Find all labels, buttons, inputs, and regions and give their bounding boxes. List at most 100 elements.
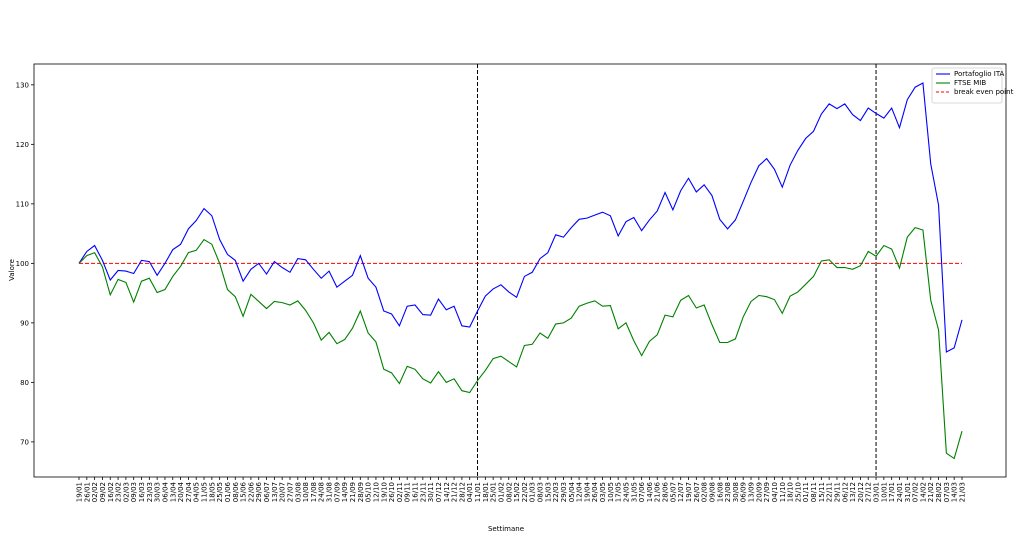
x-tick-label: 07/02	[912, 482, 920, 502]
x-tick-label: 03/08	[294, 482, 302, 502]
x-tick-label: 09/11	[404, 482, 412, 502]
x-tick-label: 23/11	[419, 482, 427, 502]
x-tick-label: 21/02	[927, 482, 935, 502]
x-tick-label: 16/11	[412, 482, 420, 502]
x-tick-label: 01/02	[497, 482, 505, 502]
x-tick-label: 14/02	[919, 482, 927, 502]
x-tick-label: 05/10	[365, 482, 373, 502]
x-tick-label: 24/05	[622, 482, 630, 502]
x-tick-label: 25/05	[216, 482, 224, 502]
x-tick-label: 06/09	[740, 482, 748, 502]
x-tick-label: 08/02	[505, 482, 513, 502]
x-tick-label: 09/02	[99, 482, 107, 502]
x-tick-label: 15/03	[544, 482, 552, 502]
x-tick-label: 14/03	[951, 482, 959, 502]
x-tick-label: 17/08	[310, 482, 318, 502]
y-tick-label: 80	[20, 379, 29, 387]
x-tick-label: 17/05	[615, 482, 623, 502]
x-tick-label: 06/12	[841, 482, 849, 502]
x-axis-label: Settimane	[488, 525, 524, 533]
x-tick-label: 19/10	[380, 482, 388, 502]
x-tick-label: 02/03	[122, 482, 130, 502]
x-tick-label: 07/12	[435, 482, 443, 502]
x-tick-label: 22/03	[552, 482, 560, 502]
x-tick-label: 27/07	[286, 482, 294, 502]
y-axis-label: Valore	[8, 259, 16, 281]
y-tick-label: 110	[16, 200, 29, 208]
x-tick-label: 20/07	[279, 482, 287, 502]
x-tick-label: 03/05	[599, 482, 607, 502]
x-tick-label: 14/09	[341, 482, 349, 502]
x-tick-label: 30/08	[732, 482, 740, 502]
x-tick-label: 01/06	[224, 481, 232, 502]
x-tick-label: 18/01	[482, 482, 490, 502]
x-tick-label: 30/03	[154, 482, 162, 502]
x-tick-label: 13/07	[271, 482, 279, 502]
x-tick-label: 19/01	[76, 482, 84, 502]
x-tick-label: 21/09	[349, 482, 357, 502]
x-tick-label: 02/08	[701, 482, 709, 502]
x-tick-label: 31/01	[904, 482, 912, 502]
x-tick-label: 03/01	[873, 482, 881, 502]
x-tick-label: 12/10	[372, 482, 380, 502]
x-tick-label: 02/11	[396, 482, 404, 502]
x-tick-label: 04/01	[466, 482, 474, 502]
x-tick-label: 28/12	[458, 482, 466, 502]
x-tick-label: 31/08	[326, 482, 334, 502]
x-tick-label: 04/10	[771, 482, 779, 502]
x-tick-label: 11/10	[779, 482, 787, 502]
y-tick-label: 90	[20, 319, 29, 327]
x-tick-label: 16/03	[138, 482, 146, 502]
x-tick-label: 15/11	[818, 482, 826, 502]
y-tick-label: 70	[20, 438, 29, 446]
series-line	[78, 82, 963, 353]
x-tick-label: 10/08	[302, 482, 310, 502]
x-tick-label: 28/06	[662, 481, 670, 502]
y-tick-label: 130	[16, 81, 29, 89]
x-tick-label: 24/01	[896, 482, 904, 502]
x-tick-label: 20/12	[857, 482, 865, 502]
x-tick-label: 13/04	[169, 481, 177, 502]
x-tick-label: 19/04	[583, 481, 591, 502]
x-tick-label: 06/04	[161, 481, 169, 502]
x-tick-label: 31/05	[630, 482, 638, 502]
x-tick-label: 25/01	[490, 482, 498, 502]
x-tick-label: 09/03	[130, 482, 138, 502]
x-tick-label: 05/04	[568, 481, 576, 502]
x-tick-label: 24/08	[318, 482, 326, 502]
x-tick-label: 29/11	[833, 482, 841, 502]
x-tick-label: 17/01	[888, 482, 896, 502]
x-tick-label: 07/09	[333, 482, 341, 502]
x-tick-label: 21/03	[959, 482, 967, 502]
x-tick-label: 12/04	[576, 481, 584, 502]
x-tick-label: 14/06	[646, 481, 654, 502]
x-tick-label: 22/02	[521, 482, 529, 502]
x-tick-label: 15/02	[513, 482, 521, 502]
x-tick-label: 26/01	[83, 482, 91, 502]
x-tick-label: 27/12	[865, 482, 873, 502]
x-tick-label: 09/08	[708, 482, 716, 502]
series-line	[78, 227, 963, 460]
x-tick-label: 11/01	[474, 482, 482, 502]
x-tick-label: 20/04	[177, 481, 185, 502]
legend-box	[931, 67, 1003, 104]
x-tick-label: 10/01	[880, 482, 888, 502]
x-tick-label: 26/07	[693, 482, 701, 502]
x-tick-label: 20/09	[755, 482, 763, 502]
y-tick-label: 100	[16, 260, 29, 268]
x-tick-label: 01/03	[529, 482, 537, 502]
x-tick-label: 29/06	[255, 481, 263, 502]
x-tick-label: 14/12	[443, 482, 451, 502]
x-tick-label: 23/08	[724, 482, 732, 502]
x-tick-label: 16/08	[716, 482, 724, 502]
x-tick-label: 02/02	[91, 482, 99, 502]
x-tick-label: 29/03	[560, 482, 568, 502]
x-tick-label: 06/07	[263, 482, 271, 502]
x-tick-label: 27/09	[763, 482, 771, 502]
x-tick-label: 19/07	[685, 482, 693, 502]
x-tick-label: 21/06	[654, 481, 662, 502]
x-tick-label: 22/06	[247, 481, 255, 502]
x-tick-label: 07/06	[638, 481, 646, 502]
